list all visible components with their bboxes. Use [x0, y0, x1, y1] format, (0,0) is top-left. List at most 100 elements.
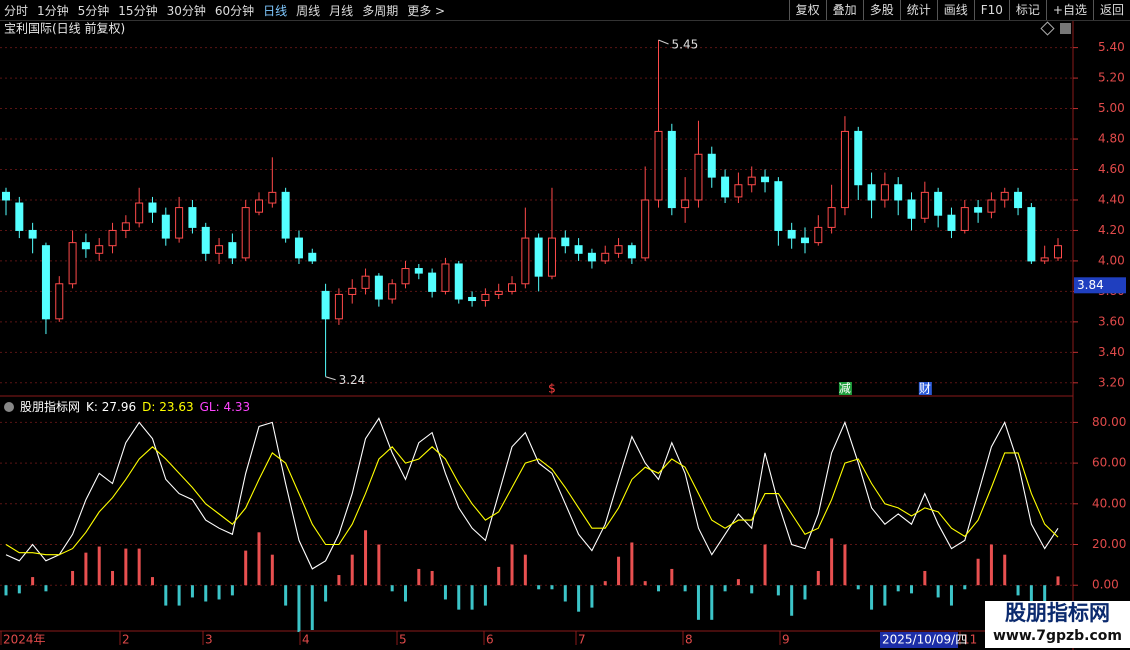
y-tick-label: 20.00 [1092, 537, 1126, 551]
x-tick-label: 3 [205, 633, 213, 647]
candle-body [108, 229, 117, 247]
period-tab[interactable]: 周线 [296, 3, 321, 18]
histogram-bar [510, 544, 514, 586]
histogram-bar [257, 532, 261, 586]
histogram-bar [723, 585, 727, 592]
candle-body [388, 283, 397, 300]
histogram-bar [497, 566, 501, 586]
histogram-bar [989, 544, 993, 586]
collapse-icon[interactable] [4, 401, 14, 412]
candle-body [854, 130, 863, 186]
histogram-bar [910, 585, 914, 594]
histogram-bar [710, 585, 714, 620]
legend-value: 4.33 [223, 399, 251, 414]
action-buttons: 复权 叠加 多股 统计 画线 F10 标记 +自选 返回 [788, 0, 1130, 20]
candle-body [681, 199, 690, 209]
period-tab[interactable]: 更多 > [407, 3, 446, 18]
candle-body [1054, 245, 1062, 259]
y-tick-label: 3.40 [1098, 345, 1125, 359]
action-button[interactable]: 叠加 [825, 0, 863, 20]
last-price-box [1074, 277, 1126, 294]
histogram-bar [657, 585, 661, 592]
candle-body [814, 226, 823, 244]
period-tab[interactable]: 5分钟 [77, 3, 110, 18]
candle-body [1040, 257, 1049, 262]
action-button[interactable]: 复权 [788, 0, 826, 20]
histogram-bar [670, 568, 674, 586]
candle-body [268, 191, 277, 204]
candle-body [401, 268, 410, 285]
candle-body [534, 237, 543, 277]
candle-body [15, 202, 24, 231]
indicator-title: 股朋指标网 [20, 400, 81, 414]
action-button[interactable]: +自选 [1045, 0, 1093, 20]
period-tab[interactable]: 1分钟 [37, 3, 69, 18]
y-tick-label: 60.00 [1092, 456, 1126, 470]
candle-body [348, 287, 357, 295]
histogram-bar [577, 585, 581, 612]
y-tick-label: 80.00 [1092, 415, 1126, 429]
histogram-bar [44, 585, 48, 592]
action-button[interactable]: 返回 [1092, 0, 1130, 20]
event-marker-bg [838, 382, 852, 395]
histogram-bar [124, 548, 128, 586]
candle-body [721, 176, 730, 198]
histogram-bar [483, 585, 487, 606]
histogram-bar [843, 544, 847, 586]
candle-body [920, 191, 929, 219]
candle-body [441, 263, 450, 292]
watermark-name: 股朋指标网 [1005, 601, 1110, 625]
histogram-bar [856, 585, 860, 590]
candle-body [28, 229, 37, 239]
period-tab[interactable]: 多周期 [362, 3, 399, 18]
action-button[interactable]: F10 [973, 0, 1009, 20]
y-tick-label: 4.80 [1098, 132, 1125, 146]
candle-body [308, 252, 317, 262]
event-marker-bg [918, 382, 932, 395]
candle-body [161, 214, 170, 239]
histogram-bar [244, 550, 248, 586]
candle-body [494, 290, 503, 295]
candle-body [481, 293, 490, 302]
period-tab[interactable]: 分时 [4, 3, 29, 18]
square-icon[interactable] [1060, 23, 1071, 34]
histogram-bar [17, 585, 21, 594]
x-tick-label: 5 [399, 633, 407, 647]
candle-body [574, 245, 583, 254]
toolbar: 分时 1分钟 5分钟 15分钟 30分钟 60分钟 日线 周线 月线 多周期 更多 > 复权 叠加 多股… [0, 0, 1130, 21]
histogram-bar [337, 575, 341, 586]
chart-title: 宝利国际(日线 前复权) [4, 21, 125, 36]
action-button[interactable]: 多股 [862, 0, 900, 20]
y-tick-label: 5.40 [1098, 40, 1125, 54]
diamond-icon[interactable] [1040, 21, 1055, 36]
histogram-bar [390, 585, 394, 592]
event-marker: 减 [839, 382, 851, 396]
period-tab[interactable]: 30分钟 [166, 3, 206, 18]
action-button[interactable]: 统计 [899, 0, 937, 20]
candle-body [614, 245, 623, 254]
histogram-bar [97, 546, 101, 586]
action-button[interactable]: 标记 [1008, 0, 1046, 20]
histogram-bar [111, 570, 115, 586]
action-button[interactable]: 画线 [936, 0, 974, 20]
histogram-bar [350, 554, 354, 586]
histogram-bar [164, 585, 168, 606]
histogram-bar [763, 544, 767, 586]
last-price-label: 3.84 [1077, 278, 1104, 292]
period-tab[interactable]: 日线 [263, 3, 288, 18]
histogram-bar [830, 538, 834, 586]
period-tab[interactable]: 60分钟 [214, 3, 255, 18]
candle-body [1014, 191, 1023, 209]
histogram-bar [537, 585, 541, 590]
histogram-bar [230, 585, 234, 596]
y-tick-label: 4.20 [1098, 223, 1125, 237]
candle-body [707, 153, 716, 178]
candle-body [734, 184, 743, 198]
histogram-bar [1016, 585, 1020, 596]
candle-body [215, 245, 224, 254]
period-tab[interactable]: 15分钟 [118, 3, 158, 18]
y-tick-label: 0.00 [1092, 578, 1119, 592]
period-tab[interactable]: 月线 [329, 3, 354, 18]
histogram-bar [71, 570, 75, 586]
